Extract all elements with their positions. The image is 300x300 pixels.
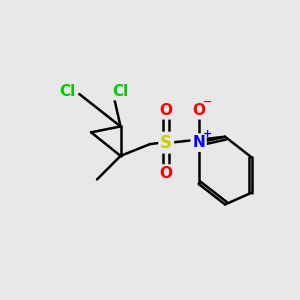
Text: O: O bbox=[160, 166, 173, 181]
Text: S: S bbox=[160, 134, 172, 152]
Text: +: + bbox=[203, 129, 212, 140]
Text: Cl: Cl bbox=[112, 84, 129, 99]
Text: O: O bbox=[160, 103, 173, 118]
Text: N: N bbox=[192, 135, 205, 150]
Text: −: − bbox=[203, 97, 212, 107]
Text: Cl: Cl bbox=[59, 84, 76, 99]
Text: O: O bbox=[192, 103, 205, 118]
